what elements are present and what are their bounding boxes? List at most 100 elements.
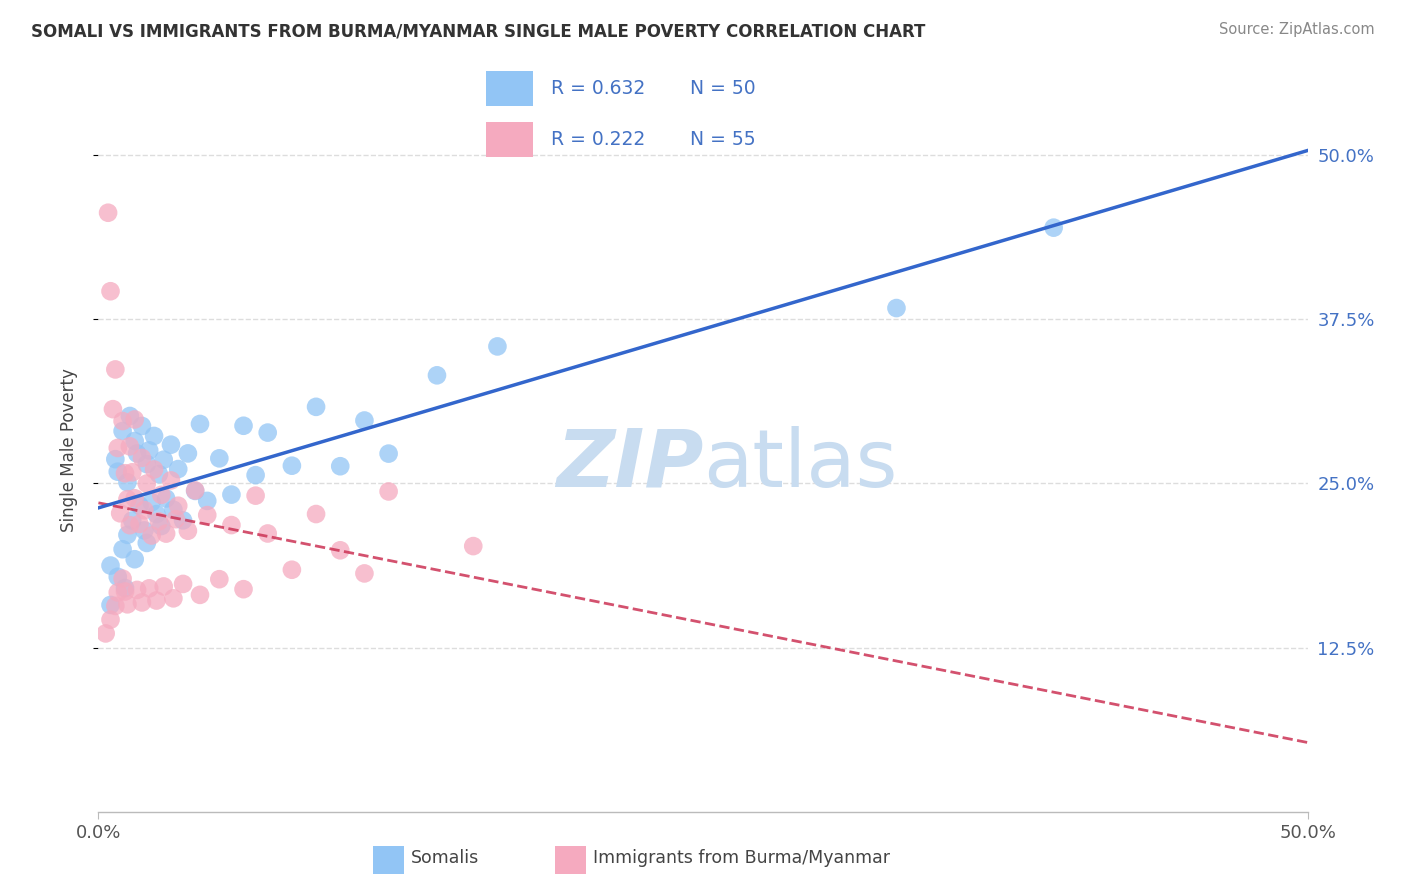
Point bbox=[245, 468, 267, 483]
Point bbox=[117, 492, 139, 507]
Point bbox=[94, 626, 117, 640]
Point bbox=[281, 458, 304, 473]
Point bbox=[305, 507, 328, 521]
Point bbox=[134, 524, 156, 538]
Point bbox=[232, 418, 254, 433]
Point bbox=[188, 417, 211, 431]
Point bbox=[162, 591, 184, 606]
Point bbox=[134, 503, 156, 517]
Point bbox=[177, 524, 200, 538]
Point bbox=[128, 516, 150, 531]
Point bbox=[100, 285, 122, 299]
Point bbox=[117, 475, 139, 490]
Point bbox=[232, 582, 254, 597]
Point bbox=[221, 487, 243, 501]
Point bbox=[463, 539, 485, 553]
Point bbox=[177, 446, 200, 460]
Point bbox=[114, 467, 136, 481]
Point bbox=[107, 465, 129, 479]
Point bbox=[127, 446, 149, 460]
Point bbox=[117, 528, 139, 542]
Point bbox=[165, 512, 187, 526]
Text: SOMALI VS IMMIGRANTS FROM BURMA/MYANMAR SINGLE MALE POVERTY CORRELATION CHART: SOMALI VS IMMIGRANTS FROM BURMA/MYANMAR … bbox=[31, 22, 925, 40]
Point bbox=[256, 425, 278, 440]
Point bbox=[155, 526, 177, 541]
Point bbox=[152, 452, 174, 467]
Point bbox=[124, 552, 146, 566]
Point bbox=[121, 466, 143, 480]
Point bbox=[101, 402, 124, 417]
Text: atlas: atlas bbox=[703, 425, 897, 504]
Point bbox=[329, 543, 352, 558]
FancyBboxPatch shape bbox=[373, 846, 404, 874]
Point bbox=[131, 419, 153, 434]
Point bbox=[148, 467, 170, 482]
Text: ZIP: ZIP bbox=[555, 425, 703, 504]
Point bbox=[97, 205, 120, 219]
Point bbox=[281, 563, 304, 577]
Point bbox=[150, 488, 173, 502]
Point bbox=[141, 495, 163, 509]
Point bbox=[162, 502, 184, 516]
Point bbox=[208, 572, 231, 586]
Text: Source: ZipAtlas.com: Source: ZipAtlas.com bbox=[1219, 22, 1375, 37]
Text: R = 0.222: R = 0.222 bbox=[551, 130, 645, 149]
Point bbox=[486, 339, 509, 353]
FancyBboxPatch shape bbox=[485, 70, 533, 105]
Point bbox=[145, 593, 167, 607]
Point bbox=[107, 570, 129, 584]
Point bbox=[135, 457, 157, 471]
Point bbox=[131, 450, 153, 465]
Point bbox=[155, 491, 177, 506]
Point bbox=[245, 489, 267, 503]
Point bbox=[221, 518, 243, 533]
Point bbox=[128, 499, 150, 513]
Point bbox=[121, 513, 143, 527]
Point bbox=[111, 424, 134, 438]
Point bbox=[167, 499, 190, 513]
Point bbox=[160, 438, 183, 452]
Point bbox=[138, 582, 160, 596]
Point bbox=[107, 585, 129, 599]
Point bbox=[100, 613, 122, 627]
Point bbox=[111, 414, 134, 428]
Point bbox=[426, 368, 449, 383]
Point bbox=[184, 483, 207, 498]
Point bbox=[160, 474, 183, 488]
Point bbox=[256, 526, 278, 541]
Point bbox=[329, 459, 352, 474]
Point bbox=[114, 581, 136, 595]
Point bbox=[172, 513, 194, 527]
Point bbox=[353, 413, 375, 427]
Point bbox=[118, 518, 141, 533]
Point bbox=[377, 484, 399, 499]
Text: N = 55: N = 55 bbox=[690, 130, 756, 149]
Point bbox=[141, 528, 163, 542]
Point bbox=[152, 579, 174, 593]
Point bbox=[150, 519, 173, 533]
Point bbox=[377, 447, 399, 461]
Point bbox=[305, 400, 328, 414]
Point bbox=[118, 439, 141, 453]
Point bbox=[111, 572, 134, 586]
Text: Immigrants from Burma/Myanmar: Immigrants from Burma/Myanmar bbox=[593, 849, 890, 867]
Point bbox=[886, 301, 908, 315]
Point bbox=[135, 536, 157, 550]
Point bbox=[107, 441, 129, 455]
Point bbox=[131, 595, 153, 609]
Point bbox=[167, 462, 190, 476]
Point bbox=[138, 443, 160, 458]
Point bbox=[124, 434, 146, 448]
Text: Somalis: Somalis bbox=[411, 849, 479, 867]
Point bbox=[188, 588, 211, 602]
Point bbox=[117, 597, 139, 611]
Point bbox=[148, 515, 170, 529]
Point bbox=[124, 412, 146, 426]
Point bbox=[143, 462, 166, 476]
Point bbox=[135, 476, 157, 491]
Text: R = 0.632: R = 0.632 bbox=[551, 78, 645, 97]
Point bbox=[145, 507, 167, 521]
Point bbox=[108, 506, 131, 520]
FancyBboxPatch shape bbox=[555, 846, 586, 874]
Point bbox=[104, 599, 127, 613]
